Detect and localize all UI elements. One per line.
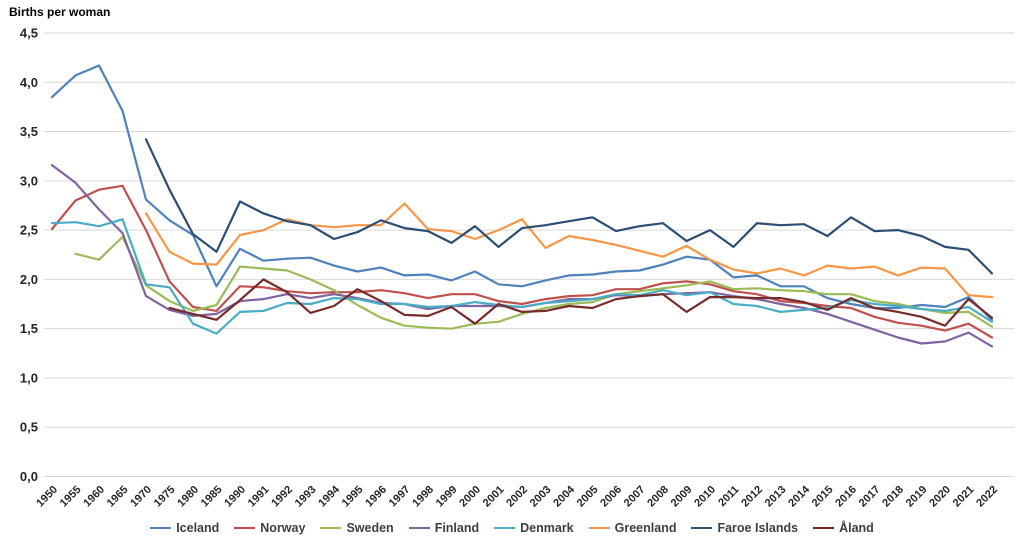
x-tick-label: 1950 (34, 484, 60, 510)
chart-legend: Iceland Norway Sweden Finland Denmark Greenla… (0, 516, 1024, 540)
x-tick-label: 1955 (58, 484, 84, 510)
legend-item-denmark: Denmark (494, 521, 574, 535)
legend-line-swatch (150, 526, 172, 530)
y-tick-label: 4,5 (20, 26, 38, 41)
legend-item-norway: Norway (234, 521, 305, 535)
x-tick-label: 1960 (81, 484, 107, 510)
x-tick-label: 2018 (880, 484, 906, 510)
series-line-iceland (50, 64, 994, 321)
x-tick-label: 1997 (387, 484, 413, 510)
x-tick-label: 2008 (645, 484, 671, 510)
legend-label: Norway (260, 521, 306, 535)
x-tick-label: 1998 (410, 484, 436, 510)
legend-line-swatch (588, 526, 610, 530)
x-tick-label: 2002 (504, 484, 530, 510)
legend-label: Greenland (614, 521, 677, 535)
x-tick-label: 2005 (575, 484, 601, 510)
legend-label: Iceland (176, 521, 220, 535)
legend-item-sweden: Sweden (320, 521, 394, 535)
x-tick-label: 2010 (692, 484, 718, 510)
x-tick-label: 2016 (833, 484, 859, 510)
y-tick-label: 0,5 (20, 420, 38, 435)
x-tick-label: 2015 (810, 484, 836, 510)
x-tick-label: 1993 (293, 484, 319, 510)
x-tick-label: 1990 (222, 484, 248, 510)
series-line-finland (50, 164, 994, 348)
legend-line-swatch (691, 526, 713, 530)
y-tick-label: 1,0 (20, 370, 38, 385)
x-tick-label: 1980 (175, 484, 201, 510)
x-tick-label: 2013 (763, 484, 789, 510)
legend-label: Finland (434, 521, 480, 535)
x-tick-label: 1991 (246, 484, 272, 510)
legend-label: Åland (839, 521, 874, 535)
legend-label: Faroe Islands (717, 521, 799, 535)
x-tick-label: 1999 (434, 484, 460, 510)
gridlines (44, 32, 1014, 477)
legend-line-swatch (234, 526, 256, 530)
x-tick-label: 2022 (974, 484, 1000, 510)
x-axis-tick-labels: 1950195519601965197019751980198519901991… (34, 483, 1000, 509)
x-tick-label: 1965 (105, 484, 131, 510)
x-tick-label: 2007 (622, 484, 648, 510)
x-tick-label: 2021 (951, 484, 977, 510)
x-tick-label: 2003 (528, 484, 554, 510)
legend-label: Denmark (520, 521, 574, 535)
x-tick-label: 1996 (363, 484, 389, 510)
x-tick-label: 2017 (857, 484, 883, 510)
x-tick-label: 1970 (128, 484, 154, 510)
x-tick-label: 2012 (739, 484, 765, 510)
y-tick-label: 3,0 (20, 173, 38, 188)
x-tick-label: 1975 (152, 484, 178, 510)
chart-title: Births per woman (9, 5, 111, 19)
x-tick-label: 2014 (786, 483, 812, 509)
y-tick-label: 2,0 (20, 272, 38, 287)
y-axis-tick-labels: 0,0 0,5 1,0 1,5 2,0 2,5 3,0 3,5 4,0 4,5 (20, 26, 38, 484)
legend-item-iceland: Iceland (150, 521, 219, 535)
series-line-greenland (144, 202, 994, 299)
legend-item-greenland: Greenland (588, 521, 677, 535)
x-tick-label: 2000 (457, 484, 483, 510)
legend-line-swatch (408, 526, 430, 530)
x-tick-label: 2020 (927, 484, 953, 510)
y-tick-label: 4,0 (20, 75, 38, 90)
x-tick-label: 2009 (669, 484, 695, 510)
y-tick-label: 0,0 (20, 469, 38, 484)
x-tick-label: 1985 (199, 484, 225, 510)
y-tick-label: 3,5 (20, 124, 38, 139)
series-line-faroe-islands (144, 138, 994, 275)
legend-item-finland: Finland (408, 521, 480, 535)
x-tick-label: 1994 (316, 483, 342, 509)
y-tick-label: 2,5 (20, 223, 38, 238)
x-tick-label: 2019 (904, 484, 930, 510)
x-tick-label: 1995 (340, 484, 366, 510)
x-tick-label: 2001 (481, 484, 507, 510)
legend-line-swatch (494, 526, 516, 530)
legend-label: Sweden (346, 521, 394, 535)
legend-item-faroe-islands: Faroe Islands (691, 521, 798, 535)
legend-line-swatch (320, 526, 342, 530)
x-tick-label: 2006 (598, 484, 624, 510)
x-tick-label: 2011 (716, 484, 741, 509)
legend-item-åland: Åland (813, 521, 874, 535)
legend-line-swatch (813, 526, 835, 530)
x-tick-label: 2004 (551, 483, 577, 509)
x-tick-label: 1992 (269, 484, 295, 510)
y-tick-label: 1,5 (20, 321, 38, 336)
series-line-åland (168, 278, 994, 327)
